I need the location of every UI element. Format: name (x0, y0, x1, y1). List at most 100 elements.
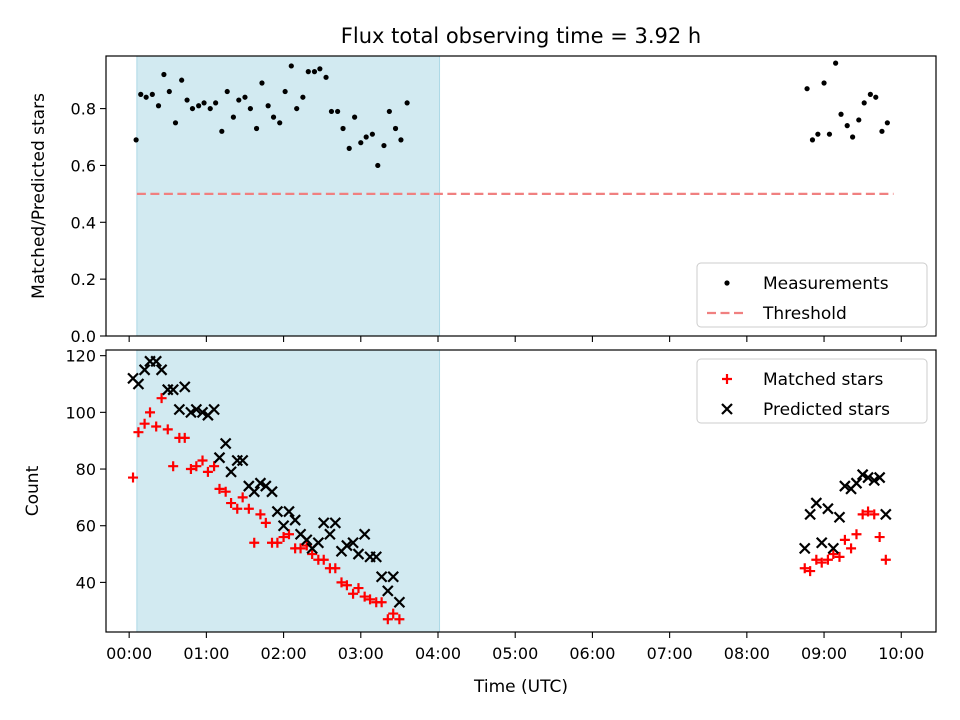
predicted-star-point (219, 437, 232, 450)
predicted-star-point (317, 517, 330, 529)
measurement-point (133, 137, 139, 143)
measurement-point (305, 69, 311, 75)
matched-star-point (191, 461, 202, 472)
matched-star-point (330, 563, 341, 574)
measurement-point (363, 134, 369, 140)
predicted-star-point (155, 364, 168, 376)
predicted-star-point (213, 451, 226, 464)
predicted-star-point (827, 542, 840, 555)
predicted-star-point (352, 548, 365, 560)
matched-star-point (365, 594, 376, 605)
matched-star-point (834, 551, 845, 562)
matched-star-point (209, 461, 220, 472)
predicted-star-point (178, 381, 191, 393)
measurement-point (809, 137, 816, 143)
matched-star-point (353, 583, 364, 594)
matched-star-point (359, 591, 370, 602)
measurement-point (138, 91, 144, 97)
measurement-point (826, 131, 833, 137)
matched-star-point (260, 517, 271, 528)
matched-star-point (388, 608, 399, 619)
matched-star-point (243, 503, 254, 514)
matched-star-point (272, 537, 283, 548)
predicted-star-point (173, 403, 186, 416)
predicted-star-point (868, 474, 881, 487)
measurement-point (311, 69, 318, 75)
legend-label: Predicted stars (763, 400, 890, 420)
predicted-star-point (804, 508, 816, 521)
matched-star-point (394, 614, 405, 625)
measurement-point (213, 100, 219, 106)
measurement-point (259, 80, 265, 86)
predicted-star-point (185, 406, 197, 419)
measurement-point (236, 97, 242, 103)
legend-plus-swatch (722, 374, 732, 384)
measurement-point (873, 94, 879, 100)
predicted-star-point (254, 477, 267, 489)
measurement-point (282, 88, 288, 95)
matched-star-point (816, 557, 827, 568)
matched-star-point (839, 534, 850, 545)
x-tick-label: 06:00 (569, 644, 615, 663)
y-tick-label: 100 (65, 403, 96, 422)
matched-star-point (237, 492, 248, 503)
y-axis-label: Matched/Predicted stars (29, 93, 49, 299)
measurement-point (328, 108, 335, 115)
measurement-point (323, 74, 329, 80)
measurement-point (856, 117, 862, 123)
predicted-star-point (300, 534, 313, 546)
measurement-point (804, 86, 810, 92)
measurement-point (253, 125, 260, 132)
matched-star-point (348, 588, 359, 599)
predicted-star-point (283, 505, 295, 518)
measurement-point (288, 63, 294, 69)
measurement-point (392, 125, 399, 132)
predicted-star-point (271, 505, 284, 518)
predicted-star-point (810, 497, 823, 509)
legend-box (696, 262, 928, 328)
matched-star-point (805, 566, 816, 577)
measurement-point (340, 125, 346, 132)
legend-box (696, 358, 928, 424)
predicted-star-point (324, 528, 336, 540)
predicted-star-point (382, 585, 394, 597)
y-tick-label: 80 (76, 460, 96, 479)
predicted-star-point (225, 466, 237, 478)
predicted-star-point (873, 471, 886, 484)
measurement-point (294, 105, 300, 112)
matched-star-point (811, 554, 822, 565)
chart-title: Flux total observing time = 3.92 h (341, 24, 701, 48)
legend-label: Threshold (762, 304, 847, 324)
y-tick-label: 0.4 (71, 213, 96, 232)
predicted-star-point (138, 364, 151, 376)
matched-star-point (851, 529, 862, 540)
measurement-point (265, 103, 271, 109)
matched-star-point (162, 424, 173, 435)
matched-star-point (318, 554, 329, 565)
measurement-point (189, 105, 196, 112)
matched-star-point (307, 549, 318, 560)
matched-star-point (295, 543, 306, 554)
predicted-star-point (358, 528, 371, 540)
matched-star-point (145, 407, 156, 418)
predicted-star-point (839, 480, 851, 492)
x-tick-label: 08:00 (724, 644, 770, 663)
predicted-star-point (266, 485, 278, 498)
predicted-star-point (862, 471, 874, 484)
measurement-point (335, 108, 341, 115)
matched-star-point (283, 529, 294, 540)
matched-star-point (341, 580, 352, 591)
measurement-point (161, 71, 167, 78)
measurement-point (386, 108, 392, 115)
measurement-point (247, 105, 253, 112)
measurement-point (277, 120, 283, 126)
measurement-point (815, 131, 821, 137)
measurement-point (172, 120, 179, 126)
legend-label: Matched stars (763, 370, 883, 390)
x-tick-label: 00:00 (106, 644, 152, 663)
legend: Matched stars Predicted stars (696, 358, 928, 424)
predicted-star-point (132, 378, 145, 390)
matched-star-point (880, 554, 891, 565)
measurement-point (317, 66, 323, 72)
measurement-point (224, 88, 230, 95)
